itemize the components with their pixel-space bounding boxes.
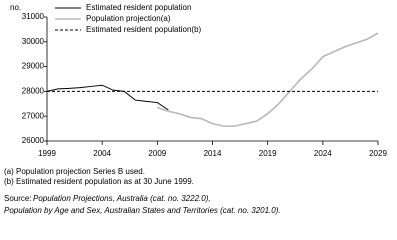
series-line <box>46 84 169 111</box>
note: (b) Estimated resident population as at … <box>4 177 194 186</box>
x-tick-label: 1999 <box>38 149 56 158</box>
y-axis-label: no. <box>10 3 21 12</box>
x-tick-label: 2004 <box>93 149 111 158</box>
chart: no. (a) Population projection Series B u… <box>4 3 387 215</box>
y-tick-label: 29000 <box>22 62 45 71</box>
page: {"chart_data": {"type": "line", "y_label… <box>4 3 388 216</box>
legend-label: Estimated resident population <box>86 3 191 12</box>
source-label: Source: <box>4 194 32 203</box>
x-tick-label: 2014 <box>204 149 222 158</box>
legend-label: Estimated resident population(b) <box>86 25 202 34</box>
y-tick-label: 28000 <box>22 87 45 96</box>
x-tick-label: 2009 <box>148 149 166 158</box>
x-tick-label: 2024 <box>314 149 332 158</box>
source-line: Population Projections, Australia (cat. … <box>33 194 211 203</box>
x-tick-label: 2019 <box>259 149 277 158</box>
series-line <box>157 32 379 127</box>
x-tick-label: 2029 <box>369 149 387 158</box>
legend-label: Population projection(a) <box>86 14 171 23</box>
y-tick-label: 26000 <box>22 136 45 145</box>
y-tick-label: 30000 <box>22 37 45 46</box>
note: (a) Population projection Series B used. <box>4 167 145 176</box>
y-tick-label: 31000 <box>22 12 45 21</box>
y-tick-label: 27000 <box>22 111 45 120</box>
source-line: Population by Age and Sex, Australian St… <box>4 206 281 215</box>
